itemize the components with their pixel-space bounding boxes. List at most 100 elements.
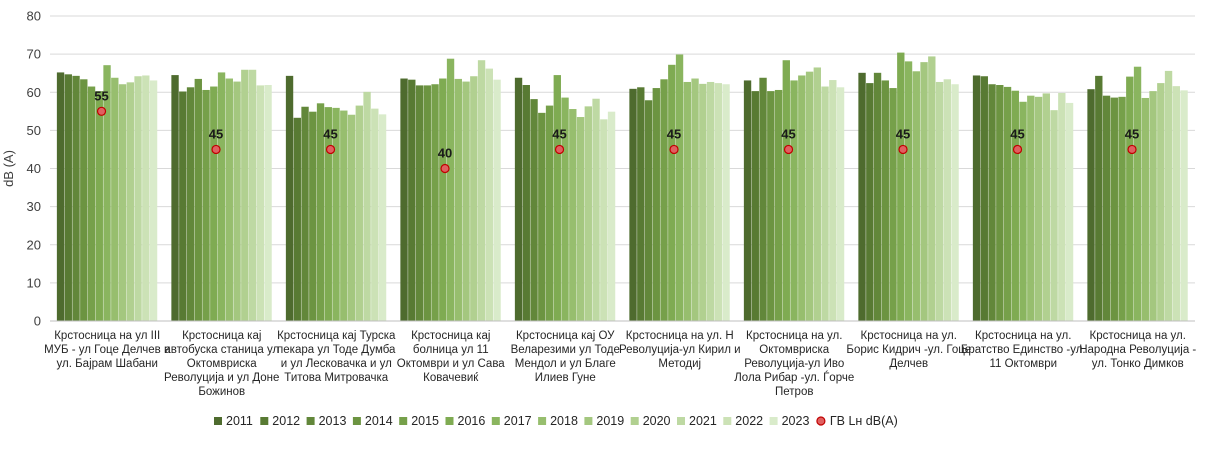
bar-2016-cat-4: [439, 78, 447, 322]
category-label-line: болница ул 11: [413, 344, 489, 356]
category-label-line: Борис Кидрич -ул. Гоце: [846, 344, 971, 356]
bar-2018-cat-3: [340, 110, 348, 321]
legend-entry-2013: 2013: [319, 414, 347, 428]
category-label-line: Петров: [775, 386, 813, 398]
reference-data-label: 45: [209, 126, 223, 141]
bar-2023-cat-3: [378, 114, 387, 321]
category-label-line: Крстосница на ул III: [54, 330, 160, 342]
bar-2014-cat-5: [538, 112, 546, 321]
bar-2014-cat-7: [767, 91, 775, 321]
bar-2021-cat-10: [1164, 70, 1173, 322]
legend-swatch-2012: [260, 417, 269, 425]
bar-2017-cat-7: [790, 80, 798, 322]
bar-2021-cat-4: [477, 60, 486, 321]
category-label-line: Крстосница кај: [182, 330, 261, 342]
bar-2014-cat-4: [423, 85, 431, 321]
reference-marker: [669, 144, 679, 155]
category-label-line: ул. Тонко Димков: [1092, 358, 1184, 370]
bar-2011-cat-2: [171, 75, 179, 321]
category-labels: Крстосница на ул III МУБ - ул Гоце Делчев…: [44, 330, 1196, 398]
bar-2015-cat-4: [431, 84, 439, 322]
category-label-line: 11 Октомври: [989, 358, 1057, 370]
bar-2017-cat-3: [332, 107, 340, 321]
bar-2019-cat-10: [1149, 91, 1157, 321]
bar-2012-cat-10: [1095, 75, 1103, 321]
legend-entry-2011: 2011: [226, 414, 253, 428]
bar-2013-cat-9: [988, 84, 996, 322]
bar-2022-cat-2: [256, 85, 264, 321]
bar-2014-cat-6: [652, 88, 660, 321]
bar-2021-cat-7: [821, 86, 829, 321]
bar-2015-cat-8: [889, 88, 897, 321]
bar-2019-cat-8: [920, 62, 928, 321]
bar-2022-cat-8: [943, 79, 951, 321]
bar-2015-cat-2: [202, 89, 210, 322]
legend-swatch-2023: [769, 417, 778, 425]
reference-marker: [440, 163, 450, 174]
legend-swatch-2017: [491, 417, 500, 425]
y-tick-label: 0: [34, 314, 41, 329]
bar-2015-cat-9: [1003, 86, 1012, 321]
bar-2018-cat-1: [111, 77, 119, 321]
bar-2016-cat-3: [324, 107, 332, 322]
bar-2021-cat-5: [592, 98, 600, 321]
legend-entry-reference: ГВ Lн dB(A): [830, 414, 898, 428]
category-label-line: Крстосница на ул.: [975, 330, 1071, 342]
category-label-line: Делчев: [889, 358, 928, 370]
bar-2023-cat-2: [264, 85, 272, 321]
bar-2023-cat-5: [607, 111, 616, 321]
bar-2017-cat-2: [217, 72, 226, 321]
bar-2011-cat-5: [514, 77, 523, 321]
bar-2020-cat-8: [928, 56, 936, 321]
bar-2011-cat-10: [1087, 89, 1095, 321]
bar-2021-cat-3: [363, 91, 371, 322]
category-label-line: Мендол и ул Благе: [515, 358, 616, 370]
legend: 2011 2012 2013 2014 2015 2016 2017 2018 2019 2020…: [214, 414, 898, 428]
bar-2013-cat-5: [530, 99, 538, 321]
bar-2017-cat-6: [675, 54, 684, 321]
reference-marker: [96, 106, 107, 116]
bar-2023-cat-6: [722, 84, 730, 322]
axes: 0 10 20 30 40 50 60 70 80: [27, 9, 1195, 329]
bar-2015-cat-3: [316, 103, 325, 321]
y-tick-label: 30: [27, 199, 41, 214]
bar-2012-cat-1: [64, 74, 72, 321]
category-label-line: Крстосница кај Турска: [277, 330, 396, 342]
y-tick-label: 40: [27, 161, 41, 176]
reference-marker: [325, 144, 336, 155]
bar-2023-cat-7: [836, 87, 845, 321]
bar-2017-cat-8: [904, 61, 913, 322]
bar-2018-cat-5: [569, 109, 577, 322]
bar-2018-cat-7: [798, 75, 806, 321]
bar-2013-cat-7: [759, 77, 767, 321]
reference-marker: [1127, 144, 1137, 155]
bar-2023-cat-8: [951, 84, 959, 322]
bar-2018-cat-8: [912, 71, 920, 321]
bar-2022-cat-4: [485, 68, 493, 321]
bar-2019-cat-1: [118, 84, 127, 322]
bar-2023-cat-10: [1180, 90, 1188, 321]
bar-2013-cat-6: [644, 100, 653, 321]
bar-2011-cat-6: [629, 88, 637, 321]
bar-2011-cat-4: [400, 78, 408, 322]
bar-2022-cat-7: [829, 80, 837, 321]
bar-2012-cat-4: [408, 79, 416, 321]
legend-swatch-2019: [584, 417, 593, 425]
y-tick-label: 80: [27, 9, 41, 24]
bar-2013-cat-2: [186, 87, 195, 321]
category-label-line: Крстосница на ул.: [861, 330, 957, 342]
bar-2013-cat-1: [72, 75, 80, 321]
category-label-line: и ул Лесковачка и ул: [281, 358, 392, 370]
reference-data-label: 40: [438, 146, 452, 161]
bar-2021-cat-8: [935, 81, 944, 322]
bar-2019-cat-7: [805, 71, 814, 321]
category-label-line: Божинов: [198, 386, 245, 398]
bar-2021-cat-6: [706, 81, 715, 322]
reference-data-label: 45: [1010, 126, 1024, 141]
y-tick-label: 20: [27, 237, 41, 252]
reference-data-label: 45: [667, 126, 681, 141]
bar-2023-cat-4: [493, 79, 501, 321]
bar-2019-cat-9: [1034, 96, 1043, 321]
bar-2023-cat-1: [149, 80, 158, 322]
